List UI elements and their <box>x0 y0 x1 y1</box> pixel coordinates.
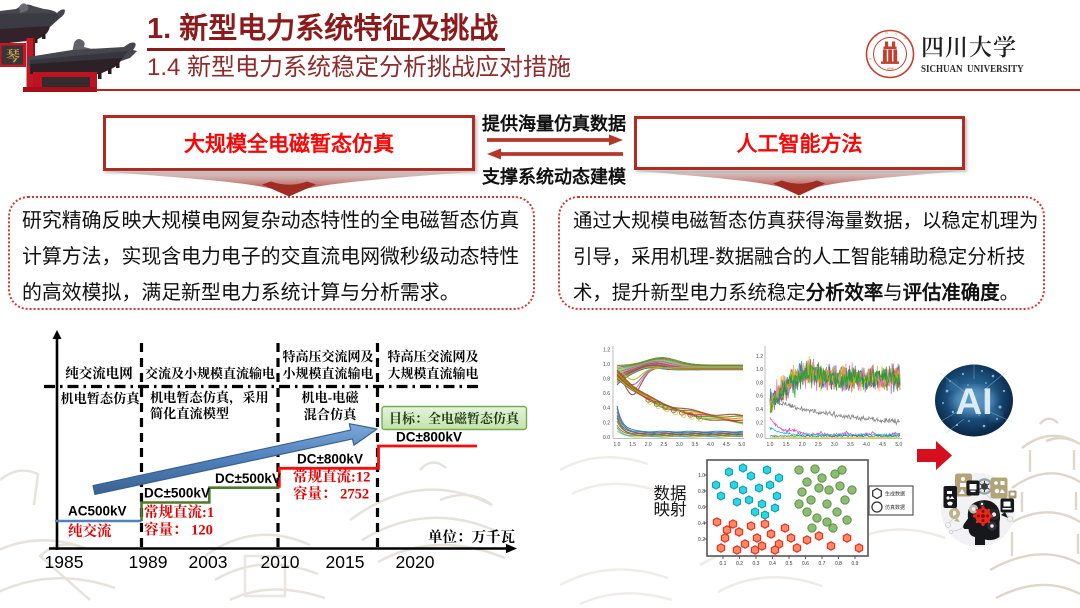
svg-text:小规模直流输电: 小规模直流输电 <box>282 366 373 381</box>
svg-text:DC±800kV: DC±800kV <box>396 430 462 445</box>
svg-text:0.4: 0.4 <box>698 521 705 527</box>
svg-text:4.0: 4.0 <box>707 442 714 448</box>
svg-text:2.5: 2.5 <box>815 442 822 448</box>
svg-text:0.0: 0.0 <box>603 435 610 441</box>
svg-text:DC±800kV: DC±800kV <box>297 452 363 467</box>
svg-text:目标：全电磁暂态仿真: 目标：全电磁暂态仿真 <box>389 411 521 426</box>
svg-text:1896: 1896 <box>887 67 894 71</box>
svg-text:0.8: 0.8 <box>603 377 610 383</box>
svg-text:常规直流:1: 常规直流:1 <box>144 503 214 521</box>
svg-text:0.8: 0.8 <box>698 489 705 495</box>
svg-text:S: S <box>868 57 872 60</box>
svg-text:4.5: 4.5 <box>879 442 886 448</box>
svg-text:生成数据: 生成数据 <box>885 491 905 498</box>
svg-text:0.8: 0.8 <box>756 380 763 386</box>
svg-text:2.0: 2.0 <box>645 442 652 448</box>
svg-text:琴: 琴 <box>6 49 20 65</box>
svg-text:1.0: 1.0 <box>614 442 621 448</box>
svg-text:1.0: 1.0 <box>603 362 610 368</box>
svg-text:仿真数据: 仿真数据 <box>885 504 905 511</box>
svg-text:3.5: 3.5 <box>847 442 854 448</box>
svg-text:0.2: 0.2 <box>756 420 763 426</box>
svg-text:单位：万千瓦: 单位：万千瓦 <box>428 528 515 546</box>
svg-text:0.6: 0.6 <box>756 394 763 400</box>
svg-text:特高压交流网及: 特高压交流网及 <box>387 349 478 364</box>
svg-text:0.5: 0.5 <box>786 561 793 567</box>
svg-text:0.1: 0.1 <box>720 561 727 567</box>
svg-text:1.2: 1.2 <box>603 347 610 353</box>
svg-text:2.5: 2.5 <box>660 442 667 448</box>
svg-text:4.5: 4.5 <box>723 442 730 448</box>
svg-text:四: 四 <box>873 33 879 39</box>
svg-text:3.5: 3.5 <box>692 442 699 448</box>
svg-text:交流及小规模直流输电: 交流及小规模直流输电 <box>145 366 275 381</box>
svg-text:3.0: 3.0 <box>676 442 683 448</box>
svg-text:简化直流模型: 简化直流模型 <box>150 405 229 421</box>
svg-text:0.2: 0.2 <box>603 420 610 426</box>
svg-text:DC±500kV: DC±500kV <box>215 471 281 486</box>
svg-text:1.0: 1.0 <box>756 367 763 373</box>
svg-text:容量： 120: 容量： 120 <box>144 521 213 539</box>
svg-text:0.3: 0.3 <box>753 561 760 567</box>
svg-text:0.6: 0.6 <box>698 505 705 511</box>
svg-text:AC500kV: AC500kV <box>68 504 127 519</box>
svg-text:1.2: 1.2 <box>756 354 763 360</box>
svg-text:1.5: 1.5 <box>629 442 636 448</box>
svg-text:1989: 1989 <box>129 552 168 572</box>
svg-text:学: 学 <box>902 35 908 41</box>
svg-text:2.0: 2.0 <box>799 442 806 448</box>
svg-text:特高压交流网及: 特高压交流网及 <box>282 349 373 364</box>
svg-text:1.5: 1.5 <box>783 442 790 448</box>
svg-text:机电暂态仿真，采用: 机电暂态仿真，采用 <box>150 389 269 406</box>
svg-text:0.2: 0.2 <box>698 537 705 543</box>
svg-text:机电暂态仿真: 机电暂态仿真 <box>60 390 141 406</box>
svg-text:1.0: 1.0 <box>767 442 774 448</box>
svg-text:1.0: 1.0 <box>698 473 705 479</box>
svg-text:5.0: 5.0 <box>895 442 902 448</box>
svg-text:0.0: 0.0 <box>756 434 763 440</box>
svg-text:0.4: 0.4 <box>603 406 610 412</box>
svg-text:大规模直流输电: 大规模直流输电 <box>387 366 478 381</box>
svg-text:0.4: 0.4 <box>769 561 776 567</box>
svg-text:2003: 2003 <box>189 552 228 572</box>
svg-text:4.0: 4.0 <box>863 442 870 448</box>
svg-text:常规直流:12: 常规直流:12 <box>293 468 370 486</box>
svg-text:0.7: 0.7 <box>819 561 826 567</box>
svg-text:0.9: 0.9 <box>852 561 859 567</box>
svg-text:0.8: 0.8 <box>835 561 842 567</box>
svg-text:0.6: 0.6 <box>603 391 610 397</box>
svg-text:0.6: 0.6 <box>802 561 809 567</box>
svg-text:纯交流电网: 纯交流电网 <box>65 365 133 381</box>
svg-text:纯交流: 纯交流 <box>68 522 112 540</box>
svg-text:5.0: 5.0 <box>738 442 745 448</box>
svg-text:1985: 1985 <box>45 552 84 572</box>
svg-text:DC±500kV: DC±500kV <box>144 486 210 501</box>
svg-text:2015: 2015 <box>326 552 365 572</box>
svg-text:2020: 2020 <box>396 552 435 572</box>
svg-text:AI: AI <box>956 381 993 422</box>
svg-text:川: 川 <box>884 30 888 36</box>
svg-text:大: 大 <box>894 31 899 37</box>
svg-text:3.0: 3.0 <box>831 442 838 448</box>
svg-text:0.4: 0.4 <box>756 407 763 413</box>
svg-text:混合仿真: 混合仿真 <box>304 406 359 422</box>
svg-text:0.2: 0.2 <box>736 561 743 567</box>
svg-text:容量： 2752: 容量： 2752 <box>293 485 369 503</box>
svg-text:机电-电磁: 机电-电磁 <box>301 389 359 405</box>
svg-text:2010: 2010 <box>261 552 300 572</box>
